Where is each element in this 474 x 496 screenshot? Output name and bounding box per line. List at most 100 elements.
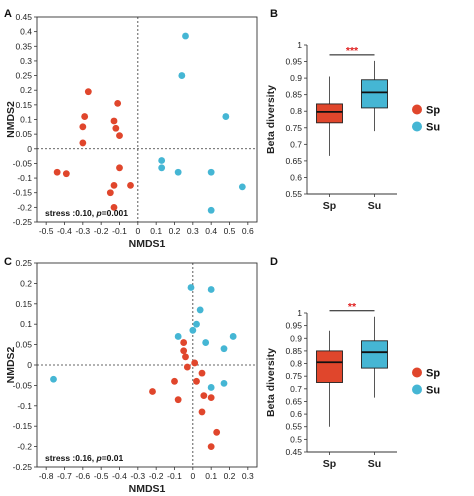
panel-a-ytick-label: 0.15 (15, 100, 32, 110)
panel-b-legend-marker-su (412, 121, 422, 132)
panel-c-ytick-label: -0.05 (13, 380, 33, 390)
panel-a-ytick-label: 0.2 (20, 85, 32, 95)
panel-b-ytick-label: 0.55 (285, 189, 302, 199)
panel-a-point-su (182, 32, 189, 40)
panel-c-point-sp (180, 347, 188, 355)
panel-a-xtick-label: -0.4 (57, 226, 72, 236)
panel-c-ytick-label: -0.1 (17, 401, 32, 411)
panel-c-xtick-label: -0.8 (39, 471, 54, 481)
panel-a-point-sp (110, 181, 118, 189)
panel-d-box-sp (316, 350, 343, 383)
panel-a-ytick-label: -0.1 (17, 173, 32, 183)
panel-c-point-su (189, 326, 197, 334)
panel-c-ylabel: NMDS2 (5, 346, 17, 383)
panel-d-box-su (361, 340, 388, 369)
panel-a-frame (36, 16, 258, 223)
panel-b-ytick-label: 0.7 (290, 139, 302, 149)
panel-a-xtick-label: 0.6 (242, 226, 254, 236)
panel-d-ytick-label: 0.5 (290, 434, 302, 444)
panel-c-xtick-label: 0 (190, 471, 195, 481)
panel-a-xlabel: NMDS1 (129, 238, 166, 250)
panel-d-label: D (270, 256, 278, 268)
panel-c-point-sp (191, 359, 199, 367)
panel-c-point-su (220, 379, 228, 387)
panel-a-point-sp (116, 132, 123, 140)
panel-c-point-su (202, 339, 210, 346)
panel-a-xtick-label: 0.3 (187, 226, 199, 236)
panel-a-point-sp (62, 170, 70, 178)
panel-d-ytick-label: 0.95 (285, 321, 302, 331)
panel-a-point-sp (81, 113, 89, 120)
panel-c-point-sp (183, 363, 191, 371)
panel-b-ytick-label: 0.85 (285, 90, 302, 100)
panel-a-ytick-label: 0 (27, 144, 32, 154)
panel-b-ytick-label: 0.6 (290, 172, 302, 182)
panel-b-xtick-label: Su (368, 200, 381, 212)
panel-c-ytick-label: -0.2 (17, 442, 32, 452)
panel-a-ytick-label: -0.2 (17, 202, 32, 212)
panel-a-xtick-label: -0.2 (94, 226, 109, 236)
panel-a-xtick-label: -0.1 (112, 226, 127, 236)
panel-c-xtick-label: 0.3 (242, 471, 254, 481)
panel-d-ytick-label: 0.45 (285, 447, 302, 457)
panel-d-ytick-label: 0.65 (285, 396, 302, 406)
panel-a-point-sp (112, 124, 120, 132)
panel-a-point-sp (110, 203, 118, 211)
panel-d-ytick-label: 0.9 (290, 333, 302, 343)
panel-c-point-su (193, 320, 200, 328)
panel-c-point-su (207, 286, 215, 293)
panel-d-ytick-label: 0.75 (285, 371, 302, 381)
panel-a-ytick-label: -0.25 (13, 217, 33, 227)
panel-c-ytick-label: 0.25 (15, 258, 32, 268)
panel-c-point-su (187, 284, 195, 291)
panel-a-label: A (4, 8, 12, 20)
panel-a-point-su (174, 168, 182, 176)
panel-a-ytick-label: -0.15 (13, 188, 33, 198)
panel-d-legend-marker-sp (412, 367, 422, 378)
panel-b-box-sp (316, 103, 343, 124)
panel-a-ytick-label: 0.3 (20, 56, 32, 66)
panel-a-point-su (207, 206, 215, 214)
panel-c-point-sp (174, 396, 182, 404)
panel-c-point-su (220, 345, 228, 353)
panel-c-point-su (207, 384, 215, 391)
panel-d-ylabel: Beta diversity (265, 348, 277, 417)
panel-a-ytick-label: 0.1 (20, 115, 32, 125)
panel-a-ytick-label: 0.45 (15, 12, 32, 22)
panel-c-ytick-label: 0 (27, 360, 32, 370)
panel-c-point-sp (182, 353, 189, 361)
panel-c-point-sp (213, 428, 221, 436)
panel-a-point-su (207, 168, 215, 176)
panel-a-point-sp (106, 189, 114, 197)
panel-c-point-sp (149, 388, 156, 395)
panel-a-point-sp (79, 139, 87, 147)
panel-b-legend-label-sp: Sp (426, 105, 440, 117)
panel-a-point-su (222, 113, 230, 120)
panel-c-ytick-label: -0.25 (13, 462, 33, 472)
panel-a-point-sp (127, 181, 134, 189)
panel-c-point-su (229, 333, 237, 340)
panel-c-ytick-label: 0.2 (20, 278, 32, 288)
panel-a-point-sp (79, 123, 87, 131)
panel-a-xtick-label: 0.4 (205, 226, 217, 236)
panel-b-significance-stars: *** (346, 45, 359, 57)
panel-c-xtick-label: -0.4 (112, 471, 127, 481)
panel-d-ytick-label: 0.7 (290, 384, 302, 394)
panel-a-stress: stress :0.10, p=0.001 (45, 208, 128, 218)
panel-c-point-su (196, 306, 204, 314)
panel-c-stress: stress :0.16, p=0.01 (45, 453, 123, 463)
panel-c-point-sp (171, 377, 178, 385)
panel-c-xtick-label: -0.5 (94, 471, 109, 481)
panel-c-point-su (50, 375, 57, 383)
panel-a-xtick-label: 0.1 (150, 226, 162, 236)
panel-a-ytick-label: 0.4 (20, 27, 32, 37)
panel-a-point-su (158, 164, 166, 172)
panel-a-point-sp (53, 168, 61, 176)
panel-b-xtick-label: Sp (323, 200, 336, 212)
panel-d-ytick-label: 1 (297, 308, 302, 318)
panel-a-ytick-label: -0.05 (13, 158, 33, 168)
panel-b-ytick-label: 0.8 (290, 106, 302, 116)
panel-c-point-sp (207, 443, 215, 450)
panel-a-point-su (158, 157, 166, 164)
